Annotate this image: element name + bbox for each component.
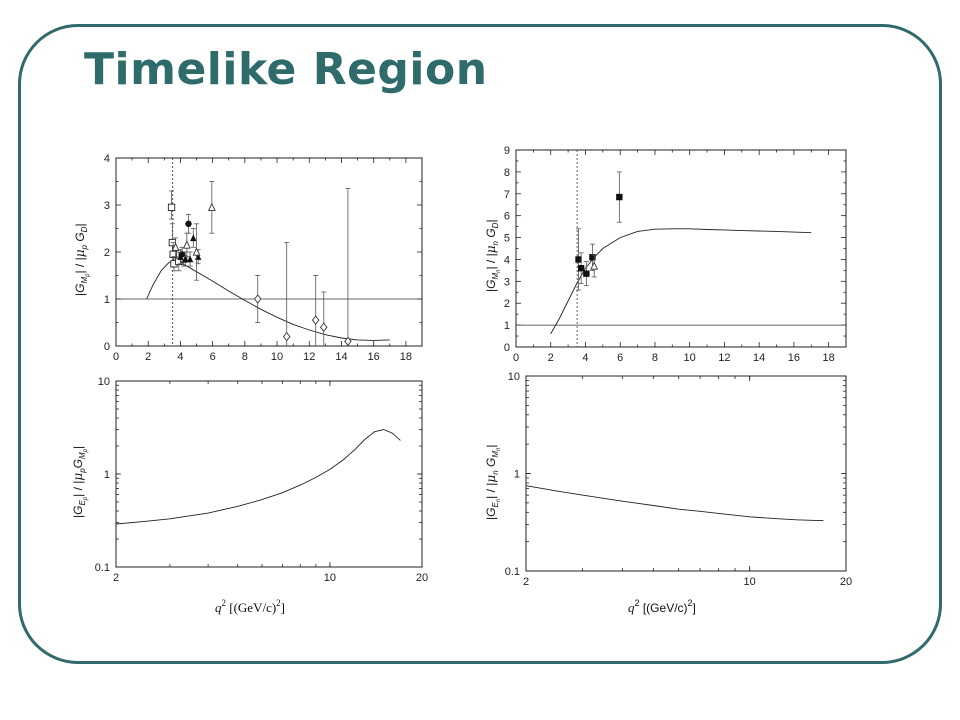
slide-frame — [18, 24, 942, 664]
neutron-ratio-xlabel: q2 [(GeV/c)2] — [628, 598, 696, 615]
neutron-magnetic-point-open-triangle — [590, 261, 599, 270]
proton-magnetic-y-tick-label: 1 — [104, 294, 110, 306]
neutron-magnetic-point-filled-square — [577, 265, 585, 272]
proton-magnetic-point-open-diamond — [344, 336, 352, 347]
neutron-ratio-x-tick-label: 2 — [523, 576, 529, 588]
neutron-ratio-chart: 2 10 20 0.1 1 10 — [505, 371, 852, 588]
neutron-magnetic-curve — [550, 228, 812, 335]
proton-magnetic-x-tick-label: 10 — [271, 351, 283, 363]
neutron-magnetic-y-tick-label: 4 — [504, 254, 510, 266]
proton-ratio-chart: 2 10 20 0.1 1 10 — [95, 376, 428, 584]
neutron-ratio-ylabel: |GEn| / |μn GMn| — [484, 445, 502, 520]
neutron-magnetic-ylabel: |GMn| / |μn GD| — [484, 219, 502, 292]
neutron-ratio-y-tick-label: 1 — [514, 469, 520, 481]
proton-ratio-curve — [115, 429, 401, 525]
neutron-magnetic-x-tick-label: 16 — [788, 352, 800, 364]
neutron-magnetic-point-filled-square — [589, 254, 596, 261]
neutron-magnetic-x-tick-label: 10 — [684, 352, 696, 364]
proton-magnetic-x-tick-label: 14 — [335, 351, 347, 363]
proton-magnetic-x-tick-label: 0 — [113, 351, 119, 363]
proton-magnetic-point-open-diamond — [319, 322, 328, 332]
proton-magnetic-y-tick-label: 2 — [104, 247, 110, 259]
neutron-ratio-x-tick-label: 10 — [744, 576, 756, 588]
neutron-ratio-y-tick-label: 0.1 — [505, 566, 520, 578]
proton-magnetic-y-tick-label: 3 — [104, 200, 110, 212]
proton-magnetic-point-open-triangle — [207, 202, 216, 212]
proton-magnetic-x-tick-label: 4 — [177, 351, 183, 363]
neutron-magnetic-y-tick-label: 6 — [504, 211, 510, 223]
neutron-magnetic-x-tick-label: 6 — [617, 352, 623, 364]
slide-title: Timelike Region — [84, 44, 488, 95]
proton-magnetic-point-filled-triangle — [186, 255, 194, 263]
neutron-magnetic-y-tick-label: 1 — [504, 320, 510, 332]
proton-magnetic-point-filled-triangle — [190, 234, 197, 242]
proton-ratio-y-tick-label: 0.1 — [95, 562, 110, 574]
proton-magnetic-x-tick-label: 18 — [400, 351, 412, 363]
proton-magnetic-point-open-triangle — [171, 242, 180, 251]
proton-magnetic-point-open-diamond — [253, 294, 262, 304]
proton-magnetic-point-open-triangle — [192, 247, 201, 256]
neutron-magnetic-point-filled-square — [583, 270, 590, 277]
proton-magnetic-plot-frame — [115, 157, 423, 347]
neutron-magnetic-x-tick-label: 0 — [513, 352, 519, 364]
proton-magnetic-point-open-diamond — [311, 315, 320, 325]
proton-magnetic-point-open-triangle — [182, 240, 191, 249]
proton-magnetic-x-tick-label: 2 — [145, 351, 151, 363]
proton-magnetic-point-open-square — [167, 203, 176, 211]
proton-ratio-xlabel: q2 [(GeV/c)2] — [215, 598, 285, 615]
proton-magnetic-point-filled-circle — [185, 220, 192, 227]
proton-magnetic-x-tick-label: 8 — [242, 351, 248, 363]
proton-magnetic-x-tick-label: 16 — [368, 351, 380, 363]
neutron-magnetic-y-tick-label: 7 — [504, 189, 510, 201]
neutron-magnetic-x-tick-label: 18 — [823, 352, 835, 364]
proton-magnetic-curve — [146, 260, 390, 341]
neutron-magnetic-y-tick-label: 0 — [504, 342, 510, 354]
neutron-magnetic-y-tick-label: 2 — [504, 298, 510, 310]
proton-ratio-plot-frame — [115, 380, 423, 568]
proton-magnetic-point-open-diamond — [282, 331, 291, 342]
proton-magnetic-y-tick-label: 4 — [104, 153, 110, 165]
proton-magnetic-point-filled-triangle — [177, 253, 184, 260]
neutron-magnetic-x-tick-label: 14 — [753, 352, 765, 364]
proton-magnetic-ylabel: |GMp| / |μp GD| — [73, 223, 91, 296]
neutron-magnetic-y-tick-label: 9 — [504, 145, 510, 157]
neutron-magnetic-plot-frame — [515, 149, 847, 348]
neutron-magnetic-y-tick-label: 5 — [504, 233, 510, 245]
neutron-magnetic-point-filled-square — [575, 256, 582, 263]
neutron-magnetic-point-filled-square — [616, 193, 623, 201]
proton-magnetic-x-tick-label: 6 — [210, 351, 216, 363]
proton-ratio-y-tick-label: 1 — [104, 469, 110, 481]
neutron-magnetic-y-tick-label: 3 — [504, 276, 510, 288]
neutron-magnetic-x-tick-label: 12 — [718, 352, 730, 364]
proton-ratio-ylabel: |GEp| / |μpGMp| — [71, 446, 89, 518]
neutron-magnetic-y-tick-label: 8 — [504, 167, 510, 179]
proton-ratio-x-tick-label: 10 — [324, 572, 336, 584]
neutron-ratio-y-tick-label: 10 — [508, 371, 520, 383]
proton-magnetic-point-open-square — [169, 250, 177, 258]
neutron-magnetic-x-tick-label: 4 — [582, 352, 588, 364]
neutron-magnetic-x-tick-label: 8 — [652, 352, 658, 364]
proton-ratio-x-tick-label: 2 — [113, 572, 119, 584]
proton-magnetic-point-filled-triangle — [182, 255, 189, 263]
neutron-magnetic-x-tick-label: 2 — [548, 352, 554, 364]
neutron-ratio-x-tick-label: 20 — [840, 576, 852, 588]
proton-ratio-y-tick-label: 10 — [98, 376, 110, 388]
neutron-ratio-plot-frame — [525, 375, 847, 572]
proton-magnetic-x-tick-label: 12 — [303, 351, 315, 363]
neutron-ratio-curve — [525, 485, 824, 521]
proton-ratio-x-tick-label: 20 — [416, 572, 428, 584]
proton-magnetic-y-tick-label: 0 — [104, 341, 110, 353]
